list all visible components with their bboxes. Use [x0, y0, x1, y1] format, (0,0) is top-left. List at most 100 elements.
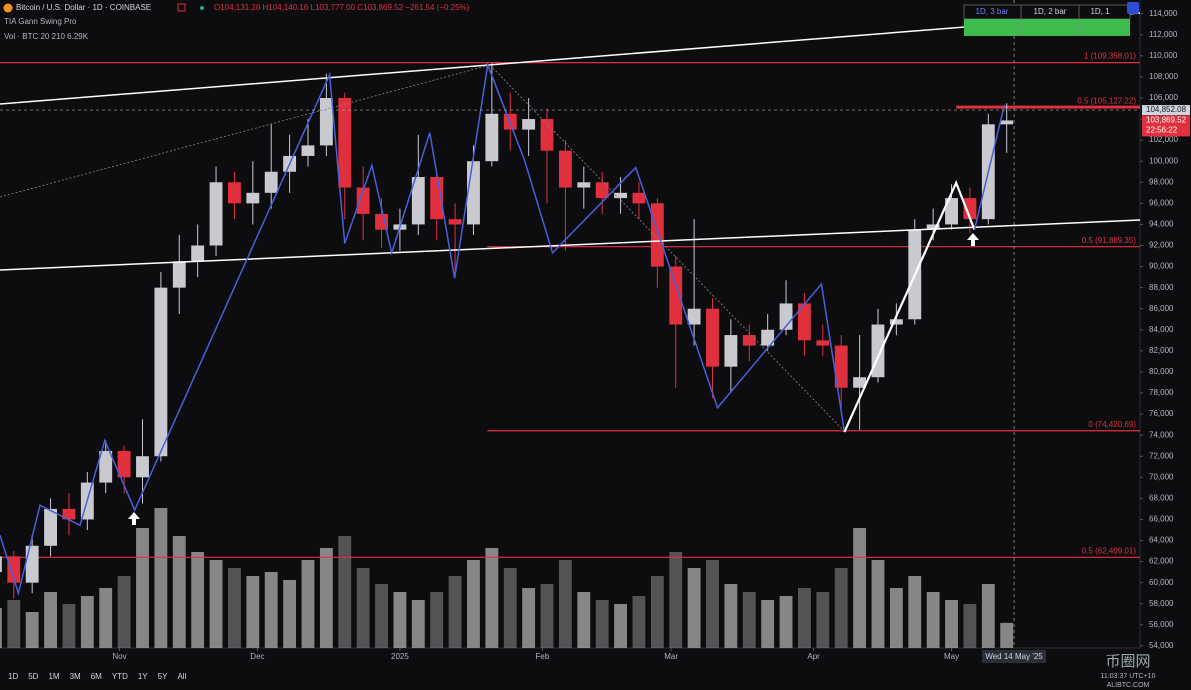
btc-icon [3, 3, 13, 13]
y-tick-label: 76,000 [1149, 409, 1174, 418]
volume-bar [99, 588, 113, 648]
volume-bar [228, 568, 241, 648]
volume-bar [62, 604, 76, 648]
y-tick-label: 110,000 [1149, 51, 1178, 60]
range-button[interactable]: All [177, 672, 186, 681]
range-button[interactable]: 1D [8, 672, 18, 681]
y-tick-label: 98,000 [1149, 177, 1174, 186]
volume-bar [191, 552, 205, 648]
volume-bar [1000, 622, 1014, 648]
volume-bar [981, 584, 995, 648]
candle-body [706, 308, 719, 367]
volume-bar [485, 548, 499, 648]
y-tick-label: 90,000 [1149, 262, 1174, 271]
candle-body [246, 192, 260, 204]
volume-bar [467, 560, 480, 648]
range-button[interactable]: 3M [70, 672, 81, 681]
volume-bar [80, 596, 94, 648]
candle-body [319, 97, 333, 146]
volume-bar [632, 596, 646, 648]
range-toolbar: 1D 5D 1M 3M 6M YTD 1Y 5Y All [8, 672, 187, 681]
candle-body [411, 177, 425, 225]
crosshair-date-tag [982, 650, 1047, 663]
fib-label: 0.5 (91,889.35) [1082, 236, 1137, 245]
countdown: 22:56:22 [1146, 126, 1178, 135]
candle-body [889, 319, 903, 325]
swing-line [0, 61, 846, 596]
range-button[interactable]: YTD [112, 672, 128, 681]
candle-body [614, 192, 627, 199]
volume-bar [503, 568, 517, 648]
swing-panel-cells [964, 19, 1130, 36]
volume-legend: Vol · BTC 20 210 6.29K [4, 32, 89, 41]
clock: 11:03:37 UTC+10 [1101, 673, 1156, 680]
candle-body [1000, 120, 1014, 125]
volume-bar [558, 560, 572, 648]
y-tick-label: 54,000 [1149, 641, 1174, 650]
candle-body [926, 224, 940, 230]
volume-bar [889, 588, 903, 648]
x-tick-label: Dec [250, 652, 264, 661]
range-button[interactable]: 6M [91, 672, 102, 681]
y-tick-label: 60,000 [1149, 578, 1174, 587]
dotted-trendline [489, 64, 846, 433]
candle-body [761, 329, 775, 346]
last-price: 103,869.52 [1146, 116, 1187, 125]
candle-body [209, 182, 223, 246]
range-button[interactable]: 5Y [158, 672, 168, 681]
volume-bar [595, 600, 609, 648]
crosshair-price-tag [1142, 105, 1190, 116]
candle-body [25, 545, 39, 583]
volume-bar [283, 580, 297, 648]
y-tick-label: 100,000 [1149, 156, 1178, 165]
volume-bar [687, 568, 701, 648]
y-tick-label: 82,000 [1149, 346, 1174, 355]
fib-label: 0.5 (62,409.01) [1082, 546, 1137, 555]
candle-body [154, 287, 168, 457]
volume-bar [448, 576, 462, 648]
volume-bar [963, 604, 977, 648]
volume-bar [779, 596, 793, 648]
candle-body [816, 340, 830, 346]
volume-bar [264, 572, 278, 648]
volume-bar [430, 592, 444, 648]
volume-bar [319, 548, 333, 648]
range-button[interactable]: 5D [28, 672, 38, 681]
y-tick-label: 96,000 [1149, 198, 1174, 207]
candle-body [687, 308, 701, 325]
candle-body [963, 198, 977, 220]
volume-bar [136, 528, 149, 648]
range-button[interactable]: 1Y [138, 672, 148, 681]
range-button[interactable]: 1M [48, 672, 59, 681]
flag-icon [177, 3, 186, 12]
volume-bar [816, 592, 830, 648]
candle-body [62, 508, 76, 520]
volume-bar [761, 600, 775, 648]
y-tick-label: 102,000 [1149, 135, 1178, 144]
candle-body [467, 161, 480, 225]
x-tick-label: May [944, 652, 959, 661]
volume-bar [926, 592, 940, 648]
volume-bar [798, 588, 811, 648]
volume-bar [393, 592, 407, 648]
candle-body [264, 171, 278, 193]
volume-bar [44, 592, 57, 648]
volume-bar [246, 576, 260, 648]
y-tick-label: 108,000 [1149, 72, 1178, 81]
candle-body [595, 182, 609, 199]
y-tick-label: 78,000 [1149, 388, 1174, 397]
y-tick-label: 70,000 [1149, 472, 1174, 481]
overlay: 104,852.08 Wed 14 May '25 103,869.5222:56:… [0, 0, 1190, 663]
settings-button[interactable] [1127, 2, 1139, 14]
volume-bar [117, 576, 131, 648]
candle-body [99, 450, 113, 483]
x-tick-label: Apr [807, 652, 820, 661]
y-tick-label: 84,000 [1149, 325, 1174, 334]
y-tick-label: 58,000 [1149, 599, 1174, 608]
panel-cell: 1D, 3 bar [976, 7, 1009, 16]
y-tick-label: 72,000 [1149, 451, 1174, 460]
watermark: 币圈网 [1105, 653, 1150, 670]
candle-body [558, 150, 572, 188]
volume-bar [375, 584, 388, 648]
volume-bar [0, 608, 2, 648]
